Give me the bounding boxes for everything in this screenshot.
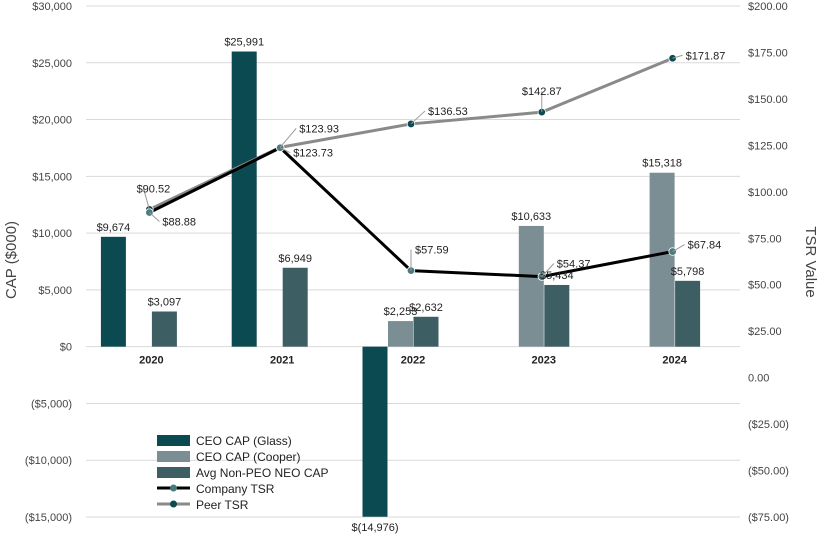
y2-tick-label: $75.00 bbox=[748, 233, 782, 245]
leader-line bbox=[142, 188, 150, 210]
bar-data-label: $(14,976) bbox=[351, 522, 398, 534]
tsr-data-label: $88.88 bbox=[162, 216, 196, 228]
bar bbox=[413, 316, 439, 347]
y-tick-label: $0 bbox=[60, 342, 72, 354]
leader-line bbox=[410, 110, 426, 125]
bar bbox=[675, 280, 701, 347]
bar-data-label: $10,633 bbox=[511, 211, 551, 223]
y-tick-label: ($15,000) bbox=[25, 512, 72, 524]
category-label: 2023 bbox=[532, 355, 556, 367]
legend-entry: Company TSR bbox=[196, 482, 275, 496]
y2-tick-label: ($50.00) bbox=[748, 466, 789, 478]
bar-data-label: $5,798 bbox=[671, 266, 705, 278]
legend-marker bbox=[170, 484, 177, 492]
y2-tick-label: $200.00 bbox=[748, 1, 788, 13]
legend: CEO CAP (Glass) CEO CAP (Cooper) Avg Non-P… bbox=[157, 434, 329, 512]
legend-marker bbox=[170, 500, 177, 508]
y-tick-label: $20,000 bbox=[32, 115, 72, 127]
bar bbox=[362, 346, 388, 517]
leader-line bbox=[672, 54, 683, 59]
y-tick-label: ($10,000) bbox=[25, 455, 72, 467]
tsr-data-label: $67.84 bbox=[688, 240, 722, 252]
bar bbox=[231, 51, 257, 347]
leader-line bbox=[279, 147, 291, 154]
y2-tick-label: 0.00 bbox=[748, 373, 769, 385]
y2-axis-title: TSR Value bbox=[802, 226, 819, 297]
tsr-data-label: $142.87 bbox=[522, 86, 562, 98]
y-tick-label: ($5,000) bbox=[31, 398, 72, 410]
right-axis: ($75.00) ($50.00) ($25.00) 0.00 $25.00 $50.00… bbox=[748, 1, 789, 524]
bars bbox=[100, 51, 701, 517]
y-tick-label: $15,000 bbox=[32, 171, 72, 183]
bar bbox=[151, 311, 177, 347]
legend-swatch bbox=[157, 451, 190, 462]
tsr-data-label: $123.73 bbox=[293, 148, 333, 160]
legend-entry: CEO CAP (Glass) bbox=[196, 434, 292, 448]
tsr-line bbox=[148, 56, 674, 211]
y2-tick-label: $25.00 bbox=[748, 326, 782, 338]
category-label: 2022 bbox=[401, 355, 425, 367]
left-axis: ($15,000) ($10,000) ($5,000) $0 $5,000 $10,00… bbox=[25, 1, 72, 524]
category-label: 2020 bbox=[139, 355, 163, 367]
category-label: 2021 bbox=[270, 355, 294, 367]
y2-tick-label: $175.00 bbox=[748, 47, 788, 59]
leader-line bbox=[672, 244, 685, 253]
bar bbox=[100, 236, 126, 347]
tsr-data-label: $54.37 bbox=[557, 259, 591, 271]
tsr-data-label: $123.93 bbox=[299, 123, 339, 135]
bar-data-label: $5,434 bbox=[540, 270, 574, 282]
y2-tick-label: ($25.00) bbox=[748, 419, 789, 431]
leader-line bbox=[149, 212, 160, 222]
bar-data-label: $2,253 bbox=[384, 306, 418, 318]
legend-swatch bbox=[157, 435, 190, 446]
bar-data-label: $15,318 bbox=[642, 158, 682, 170]
category-labels: 2020 2021 2022 2023 2024 bbox=[139, 355, 688, 367]
category-label: 2024 bbox=[662, 355, 687, 367]
bar-data-label: $3,097 bbox=[148, 296, 182, 308]
y2-tick-label: $50.00 bbox=[748, 280, 782, 292]
gridlines bbox=[86, 5, 740, 518]
leader-line bbox=[279, 128, 297, 148]
y-tick-label: $10,000 bbox=[32, 228, 72, 240]
tsr-data-label: $57.59 bbox=[415, 245, 449, 257]
bar-data-label: $6,949 bbox=[278, 253, 312, 265]
bar-data-label: $25,991 bbox=[224, 37, 264, 49]
y-axis-title: CAP ($000) bbox=[3, 221, 20, 299]
bar-data-label: $9,674 bbox=[97, 222, 131, 234]
bar bbox=[518, 225, 544, 347]
tsr-data-label: $90.52 bbox=[137, 183, 171, 195]
legend-entry: CEO CAP (Cooper) bbox=[196, 450, 300, 464]
y2-tick-label: $125.00 bbox=[748, 140, 788, 152]
y2-tick-label: $150.00 bbox=[748, 94, 788, 106]
y2-tick-label: ($75.00) bbox=[748, 512, 789, 524]
bar bbox=[388, 321, 413, 347]
tsr-data-label: $136.53 bbox=[428, 106, 468, 118]
data-labels: $9,674 $25,991 $(14,976) $2,253 $10,633 $15,3… bbox=[97, 37, 726, 534]
bar-data-label: $2,632 bbox=[409, 302, 443, 314]
y-tick-label: $5,000 bbox=[38, 285, 72, 297]
bar bbox=[544, 284, 570, 347]
legend-entry: Peer TSR bbox=[196, 498, 249, 512]
legend-swatch bbox=[157, 467, 190, 478]
legend-entry: Avg Non-PEO NEO CAP bbox=[196, 466, 329, 480]
y-tick-label: $30,000 bbox=[32, 1, 72, 13]
y-tick-label: $25,000 bbox=[32, 58, 72, 70]
bar bbox=[649, 172, 675, 347]
y2-tick-label: $100.00 bbox=[748, 187, 788, 199]
tsr-data-label: $171.87 bbox=[686, 50, 726, 62]
tsr-lines bbox=[145, 54, 677, 281]
bar bbox=[282, 267, 308, 347]
leader-line bbox=[541, 263, 555, 277]
